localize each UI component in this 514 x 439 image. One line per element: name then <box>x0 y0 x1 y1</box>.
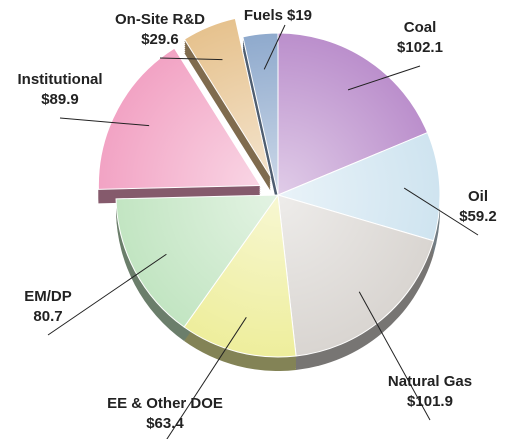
slice-label: EM/DP <box>24 288 72 305</box>
leader-line <box>403 187 479 236</box>
leader-line <box>159 57 223 61</box>
value-label: $101.9 <box>407 393 453 410</box>
value-label: $102.1 <box>397 39 443 56</box>
leader-line <box>347 65 421 91</box>
value-label: $59.2 <box>459 208 497 225</box>
slice-label: EE & Other DOE <box>107 395 223 412</box>
leader-line <box>263 24 286 70</box>
value-label: $89.9 <box>41 91 79 108</box>
leader-line <box>59 117 150 127</box>
value-label: $63.4 <box>146 415 184 432</box>
slice-label: Coal <box>404 19 437 36</box>
slice-label: Natural Gas <box>388 373 472 390</box>
slice-label: Fuels <box>244 7 283 24</box>
value-label: 80.7 <box>33 308 62 325</box>
value-label: $29.6 <box>141 31 179 48</box>
leader-line <box>166 317 247 439</box>
slice-label: Institutional <box>18 71 103 88</box>
leader-line <box>47 253 167 336</box>
value-label: $19 <box>287 7 312 24</box>
leader-line <box>358 291 431 421</box>
slice-label: On-Site R&D <box>115 11 205 28</box>
slice-label: Oil <box>468 188 488 205</box>
